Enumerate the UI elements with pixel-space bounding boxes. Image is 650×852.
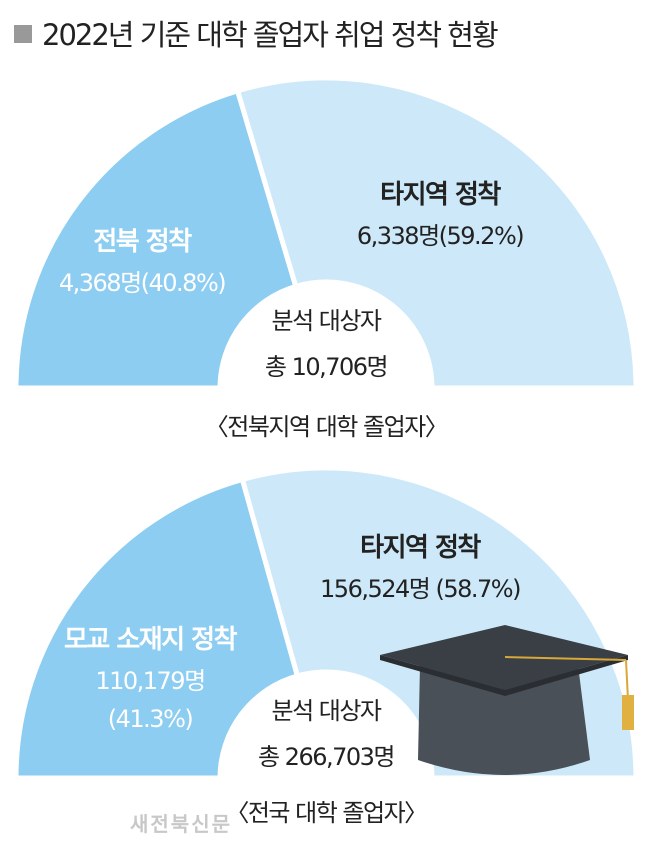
center-total: 총 266,703명 — [257, 743, 396, 771]
slice-name: 전북 정착 — [93, 227, 192, 257]
value-label: 4,368명(40.8%) — [58, 269, 227, 297]
center-title: 분석 대상자 — [271, 307, 382, 335]
pie-slice — [13, 87, 299, 391]
slice-name: 모교 소재지 정착 — [63, 625, 238, 655]
graduation-cap — [380, 625, 634, 775]
value-label: 6,338명(59.2%) — [356, 222, 525, 250]
caption: 〈전북지역 대학 졸업자〉 — [204, 413, 449, 441]
value-label: 156,524명 (58.7%) — [320, 575, 521, 603]
value-label: 110,179명 (41.3%) — [95, 667, 206, 734]
watermark: 새전북신문 — [130, 812, 232, 836]
pie-slice — [234, 75, 639, 391]
caption: 〈전국 대학 졸업자〉 — [225, 799, 428, 827]
center-title: 분석 대상자 — [271, 697, 382, 725]
pie-slice — [13, 476, 301, 781]
slice-name: 타지역 정착 — [380, 180, 501, 210]
slice-name: 타지역 정착 — [360, 533, 481, 563]
title: 2022년 기준 대학 졸업자 취업 정착 현황 — [14, 12, 499, 54]
center-total: 총 10,706명 — [264, 353, 389, 381]
